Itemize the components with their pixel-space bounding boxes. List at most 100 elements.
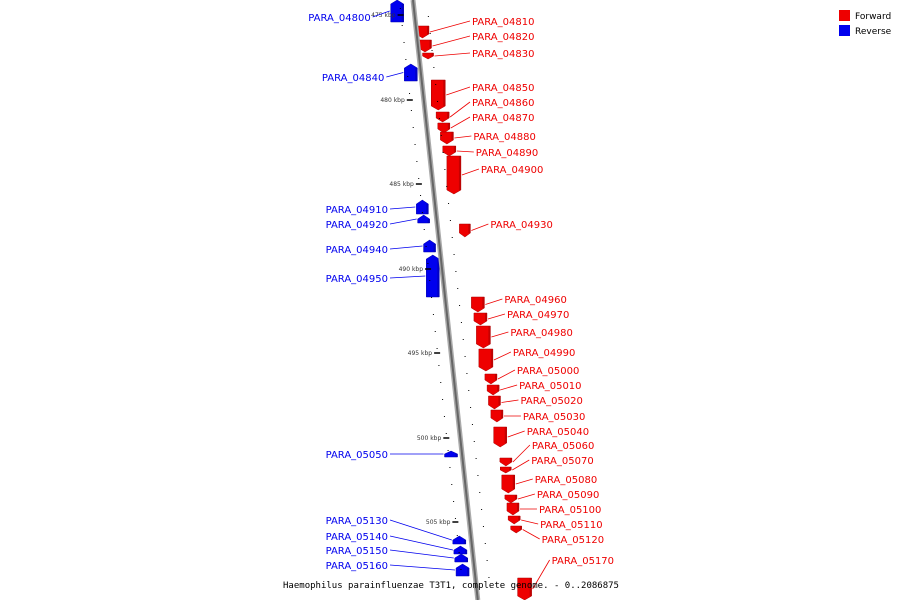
gene-glyph[interactable] xyxy=(471,296,485,313)
gene-glyph[interactable] xyxy=(476,325,491,349)
gene-label[interactable]: PARA_04900 xyxy=(481,165,543,176)
gene-label[interactable]: PARA_05040 xyxy=(527,427,589,438)
gene-para-05060[interactable] xyxy=(499,457,513,467)
gene-label[interactable]: PARA_04950 xyxy=(326,274,388,285)
gene-label[interactable]: PARA_05000 xyxy=(517,366,579,377)
gene-para-05100[interactable] xyxy=(506,502,520,516)
gene-para-04900[interactable] xyxy=(446,155,462,195)
gene-para-05090[interactable] xyxy=(504,494,518,504)
gene-label[interactable]: PARA_04980 xyxy=(510,328,572,339)
gene-label[interactable]: PARA_04840 xyxy=(322,73,384,84)
gene-glyph[interactable] xyxy=(440,131,454,145)
gene-label[interactable]: PARA_04960 xyxy=(504,295,566,306)
gene-para-04890[interactable] xyxy=(442,145,457,157)
gene-label[interactable]: PARA_05140 xyxy=(326,532,388,543)
gene-label[interactable]: PARA_05020 xyxy=(520,396,582,407)
gene-label[interactable]: PARA_04860 xyxy=(472,98,534,109)
gene-para-04970[interactable] xyxy=(473,312,488,326)
gene-glyph[interactable] xyxy=(454,553,469,563)
gene-para-04840[interactable] xyxy=(404,63,418,82)
gene-para-04800[interactable] xyxy=(390,0,404,23)
gene-glyph[interactable] xyxy=(416,199,429,215)
gene-para-05020[interactable] xyxy=(488,395,501,410)
gene-para-04930[interactable] xyxy=(459,223,471,238)
gene-label[interactable]: PARA_04830 xyxy=(472,49,534,60)
gene-para-04920[interactable] xyxy=(417,214,430,224)
gene-glyph[interactable] xyxy=(431,79,446,111)
gene-glyph[interactable] xyxy=(473,312,488,326)
gene-para-05010[interactable] xyxy=(486,384,500,396)
gene-para-05160[interactable] xyxy=(455,563,470,577)
gene-para-04990[interactable] xyxy=(478,348,494,372)
gene-para-05050[interactable] xyxy=(444,450,458,458)
gene-label[interactable]: PARA_05120 xyxy=(542,535,604,546)
gene-glyph[interactable] xyxy=(478,348,494,372)
gene-glyph[interactable] xyxy=(417,214,430,224)
gene-label[interactable]: PARA_04800 xyxy=(308,13,370,24)
gene-label[interactable]: PARA_04970 xyxy=(507,310,569,321)
gene-label[interactable]: PARA_05130 xyxy=(326,516,388,527)
gene-label[interactable]: PARA_04910 xyxy=(326,205,388,216)
gene-label[interactable]: PARA_04940 xyxy=(326,245,388,256)
gene-para-04830[interactable] xyxy=(422,52,434,60)
gene-para-05080[interactable] xyxy=(501,474,516,494)
gene-para-04940[interactable] xyxy=(423,239,436,253)
gene-label[interactable]: PARA_04810 xyxy=(472,17,534,28)
gene-label[interactable]: PARA_05110 xyxy=(540,520,602,531)
gene-para-04980[interactable] xyxy=(476,325,491,349)
gene-glyph[interactable] xyxy=(493,426,507,448)
gene-glyph[interactable] xyxy=(455,563,470,577)
gene-label[interactable]: PARA_04820 xyxy=(472,32,534,43)
gene-glyph[interactable] xyxy=(426,254,440,298)
gene-glyph[interactable] xyxy=(452,535,467,545)
gene-label[interactable]: PARA_05090 xyxy=(537,490,599,501)
gene-para-05150[interactable] xyxy=(454,553,469,563)
gene-glyph[interactable] xyxy=(501,474,516,494)
gene-para-05170[interactable] xyxy=(517,577,532,600)
gene-label[interactable]: PARA_04930 xyxy=(490,220,552,231)
gene-para-04850[interactable] xyxy=(431,79,446,111)
gene-label[interactable]: PARA_05100 xyxy=(539,505,601,516)
gene-para-05120[interactable] xyxy=(510,525,522,534)
gene-label[interactable]: PARA_05010 xyxy=(519,381,581,392)
gene-para-05130[interactable] xyxy=(452,535,467,545)
gene-para-04870[interactable] xyxy=(437,122,451,134)
gene-para-04910[interactable] xyxy=(416,199,429,215)
minor-tick xyxy=(416,161,418,162)
gene-label[interactable]: PARA_05070 xyxy=(531,456,593,467)
gene-para-04950[interactable] xyxy=(426,254,440,298)
gene-label[interactable]: PARA_05160 xyxy=(326,561,388,572)
gene-para-05070[interactable] xyxy=(500,466,512,474)
gene-para-05040[interactable] xyxy=(493,426,507,448)
gene-glyph-shade xyxy=(447,123,450,129)
gene-label[interactable]: PARA_04920 xyxy=(326,220,388,231)
gene-glyph[interactable] xyxy=(423,239,436,253)
gene-label[interactable]: PARA_04870 xyxy=(472,113,534,124)
gene-label[interactable]: PARA_04850 xyxy=(472,83,534,94)
gene-para-05030[interactable] xyxy=(490,409,504,423)
gene-label[interactable]: PARA_04880 xyxy=(473,132,535,143)
gene-label[interactable]: PARA_04890 xyxy=(476,148,538,159)
gene-leader-line xyxy=(512,459,530,471)
gene-label[interactable]: PARA_05170 xyxy=(552,556,614,567)
gene-label[interactable]: PARA_04990 xyxy=(513,348,575,359)
gene-para-05000[interactable] xyxy=(484,373,498,385)
gene-glyph[interactable] xyxy=(453,545,468,555)
gene-label[interactable]: PARA_05030 xyxy=(523,412,585,423)
gene-label[interactable]: PARA_05080 xyxy=(535,475,597,486)
gene-glyph[interactable] xyxy=(442,145,457,157)
gene-label[interactable]: PARA_05150 xyxy=(326,546,388,557)
gene-label[interactable]: PARA_05060 xyxy=(532,441,594,452)
gene-glyph[interactable] xyxy=(444,450,458,458)
gene-glyph[interactable] xyxy=(435,111,450,123)
gene-para-05110[interactable] xyxy=(507,515,521,525)
gene-para-04960[interactable] xyxy=(471,296,485,313)
gene-para-04860[interactable] xyxy=(435,111,450,123)
gene-glyph[interactable] xyxy=(390,0,404,23)
gene-leader-line xyxy=(471,223,489,231)
gene-para-05140[interactable] xyxy=(453,545,468,555)
gene-para-04880[interactable] xyxy=(440,131,454,145)
gene-label[interactable]: PARA_05050 xyxy=(326,450,388,461)
gene-glyph[interactable] xyxy=(446,155,462,195)
gene-glyph[interactable] xyxy=(517,577,532,600)
